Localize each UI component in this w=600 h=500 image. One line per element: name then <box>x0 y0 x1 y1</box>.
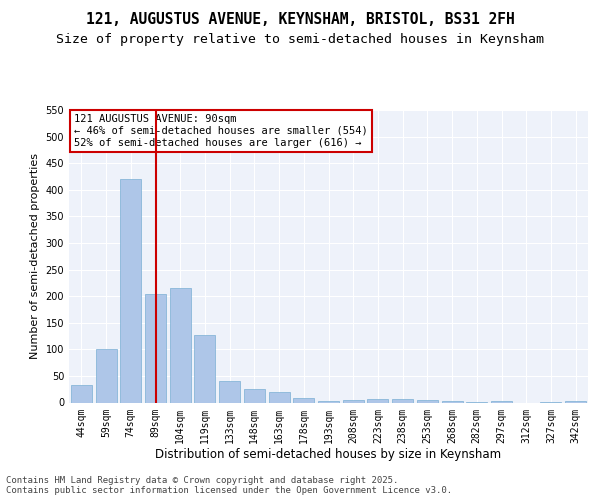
Bar <box>120 179 141 402</box>
Bar <box>269 392 290 402</box>
Bar <box>219 381 240 402</box>
Bar <box>392 399 413 402</box>
Bar <box>71 385 92 402</box>
Text: Contains HM Land Registry data © Crown copyright and database right 2025.
Contai: Contains HM Land Registry data © Crown c… <box>6 476 452 495</box>
Bar <box>194 335 215 402</box>
X-axis label: Distribution of semi-detached houses by size in Keynsham: Distribution of semi-detached houses by … <box>155 448 502 461</box>
Bar <box>442 401 463 402</box>
Text: Size of property relative to semi-detached houses in Keynsham: Size of property relative to semi-detach… <box>56 32 544 46</box>
Bar <box>417 400 438 402</box>
Bar <box>244 389 265 402</box>
Bar <box>293 398 314 402</box>
Bar <box>145 294 166 403</box>
Bar <box>170 288 191 403</box>
Text: 121, AUGUSTUS AVENUE, KEYNSHAM, BRISTOL, BS31 2FH: 121, AUGUSTUS AVENUE, KEYNSHAM, BRISTOL,… <box>86 12 514 28</box>
Bar <box>343 400 364 402</box>
Bar <box>95 349 116 403</box>
Bar <box>565 401 586 402</box>
Bar <box>367 399 388 402</box>
Y-axis label: Number of semi-detached properties: Number of semi-detached properties <box>30 153 40 359</box>
Text: 121 AUGUSTUS AVENUE: 90sqm
← 46% of semi-detached houses are smaller (554)
52% o: 121 AUGUSTUS AVENUE: 90sqm ← 46% of semi… <box>74 114 368 148</box>
